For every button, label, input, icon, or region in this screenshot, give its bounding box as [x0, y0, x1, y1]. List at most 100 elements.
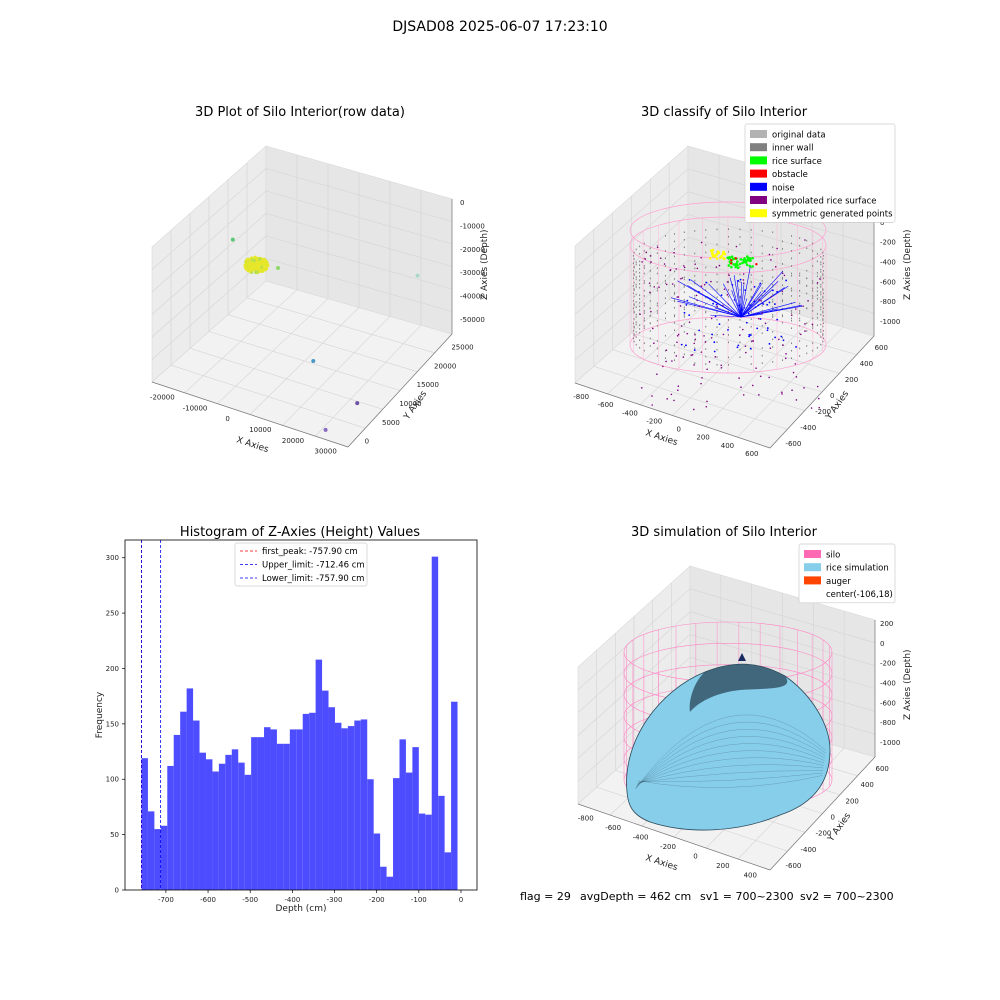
- inner-wall-point: [820, 286, 822, 288]
- inner-wall-point: [635, 261, 637, 263]
- noise-point: [744, 289, 747, 292]
- inner-wall-point: [639, 286, 641, 289]
- inner-wall-point: [635, 306, 637, 308]
- interpolated-point: [641, 261, 643, 263]
- panel2-legend: original data inner wall rice surface obsta…: [744, 123, 896, 223]
- interpolated-point: [640, 387, 643, 389]
- legend-label: first_peak: -757.90 cm: [262, 547, 358, 557]
- inner-wall-point: [739, 348, 741, 351]
- panel4-xlabel: X Axies: [644, 853, 679, 873]
- inner-wall-point: [761, 267, 763, 270]
- z-tick-label: -50000: [460, 316, 485, 324]
- interpolated-point: [804, 323, 806, 325]
- panel-classify: 3D classify of Silo Interior -800 -600 -40…: [573, 105, 913, 458]
- interpolated-point: [693, 364, 695, 366]
- x-tick-label: 400: [721, 442, 734, 450]
- inner-wall-point: [649, 284, 651, 287]
- legend-label: Lower_limit: -757.90 cm: [262, 574, 364, 584]
- inner-wall-point: [750, 281, 752, 284]
- noise-point: [749, 347, 752, 350]
- inner-wall-point: [705, 289, 707, 291]
- inner-wall-point: [728, 326, 730, 329]
- histogram-bar: [154, 829, 161, 890]
- interpolated-point: [807, 300, 809, 302]
- noise-line: [708, 283, 742, 318]
- interpolated-point: [810, 407, 813, 409]
- noise-line: [714, 307, 742, 318]
- inner-wall-point: [649, 322, 651, 324]
- inner-wall-point: [820, 293, 822, 296]
- inner-wall-point: [635, 286, 637, 288]
- rice-surface-point: [748, 264, 752, 268]
- inner-wall-point: [761, 294, 763, 297]
- interpolated-point: [703, 335, 705, 337]
- inner-wall-point: [799, 317, 801, 320]
- inner-wall-point: [632, 307, 634, 310]
- inner-wall-point: [822, 304, 824, 306]
- interpolated-point: [758, 394, 760, 396]
- interpolated-point: [698, 305, 701, 308]
- inner-wall-point: [635, 248, 637, 251]
- interpolated-point: [745, 351, 747, 354]
- inner-wall-point: [649, 277, 651, 280]
- interpolated-point: [649, 255, 652, 257]
- inner-wall-point: [656, 312, 658, 314]
- y-tick-label: 5000: [382, 419, 400, 427]
- histogram-bar: [160, 825, 168, 890]
- inner-wall-point: [632, 322, 634, 325]
- inner-wall-point: [772, 253, 774, 256]
- inner-wall-point: [633, 303, 635, 305]
- inner-wall-point: [791, 319, 793, 322]
- inner-wall-point: [820, 331, 822, 333]
- interpolated-point: [781, 290, 784, 293]
- interpolated-point: [708, 361, 711, 363]
- histogram-bar: [225, 754, 232, 890]
- inner-wall-point: [750, 318, 752, 320]
- histogram-vlines: [141, 540, 162, 890]
- noise-point: [715, 303, 718, 306]
- inner-wall-point: [635, 283, 637, 286]
- z-tick-label: -1000: [880, 318, 900, 326]
- histogram-bar: [309, 712, 316, 890]
- inner-wall-point: [772, 308, 774, 311]
- panel2-points: [629, 201, 827, 411]
- inner-wall-point: [812, 317, 814, 320]
- inner-wall-point: [772, 306, 774, 309]
- inner-wall-point: [750, 304, 752, 306]
- interpolated-point: [742, 282, 745, 284]
- z-tick-label: 0: [880, 640, 884, 648]
- symmetric-point: [723, 252, 727, 256]
- inner-wall-point: [806, 247, 808, 249]
- inner-wall-point: [716, 341, 718, 344]
- histogram-bar: [264, 727, 271, 890]
- inner-wall-point: [822, 318, 824, 320]
- inner-wall-point: [716, 356, 718, 359]
- legend-label: silo: [826, 551, 840, 561]
- inner-wall-point: [761, 252, 763, 255]
- noise-point: [739, 278, 742, 281]
- inner-wall-point: [683, 301, 685, 303]
- histogram-frame: [124, 539, 478, 891]
- histogram-bar: [186, 688, 194, 890]
- interpolated-point: [818, 406, 821, 409]
- inner-wall-point: [664, 257, 666, 260]
- inner-wall-point: [822, 295, 824, 298]
- noise-point: [737, 280, 740, 282]
- inner-wall-point: [639, 331, 641, 334]
- y-tick-label: -600: [785, 440, 801, 448]
- histogram-bar: [238, 762, 245, 890]
- inner-wall-point: [750, 363, 752, 365]
- interpolated-point: [677, 333, 680, 336]
- interpolated-point: [651, 327, 654, 330]
- inner-wall-point: [772, 361, 774, 363]
- inner-wall-point: [716, 318, 718, 321]
- inner-wall-point: [812, 297, 814, 299]
- interpolated-point: [694, 334, 696, 336]
- noise-point: [776, 290, 779, 293]
- rice-surface-point: [749, 259, 752, 262]
- noise-line: [740, 282, 761, 318]
- interpolated-point: [700, 351, 703, 353]
- histogram-bar: [399, 739, 406, 890]
- interpolated-point: [665, 283, 668, 286]
